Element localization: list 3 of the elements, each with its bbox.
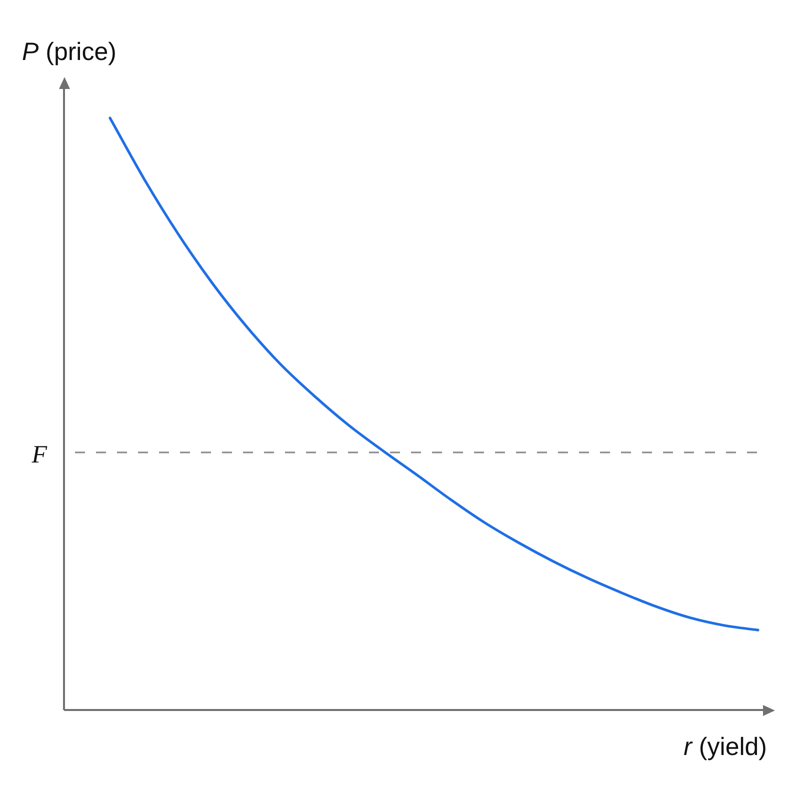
y-axis-title: P (price) [22, 38, 116, 66]
x-axis-title: r (yield) [684, 733, 768, 761]
ref-line-label: F [30, 441, 48, 468]
